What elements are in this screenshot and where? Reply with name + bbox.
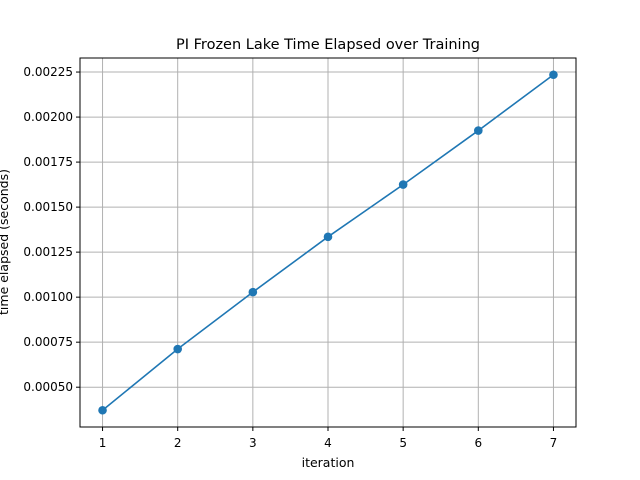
data-point — [173, 344, 182, 354]
data-point — [98, 405, 107, 415]
y-axis-label: time elapsed (seconds) — [0, 169, 11, 315]
data-point — [549, 70, 558, 80]
x-tick-label: 6 — [474, 436, 482, 450]
y-tick-label: 0.00050 — [23, 380, 73, 394]
x-tick-label: 5 — [399, 436, 407, 450]
y-tick-label: 0.00225 — [23, 65, 73, 79]
y-tick-label: 0.00125 — [23, 245, 73, 259]
x-tick-label: 3 — [249, 436, 257, 450]
x-axis-label: iteration — [302, 455, 355, 470]
y-tick-label: 0.00100 — [23, 290, 73, 304]
y-tick-label: 0.00200 — [23, 110, 73, 124]
x-tick-label: 7 — [550, 436, 558, 450]
data-point — [248, 287, 258, 297]
data-point — [323, 232, 333, 242]
x-tick-label: 4 — [324, 436, 332, 450]
chart-title: PI Frozen Lake Time Elapsed over Trainin… — [176, 37, 480, 53]
grid — [80, 58, 576, 427]
x-tick-label: 1 — [99, 436, 107, 450]
axis-ticks: 1 2 3 4 5 6 7 0.00050 0.00075 0.00100 0.00125 0.001… — [23, 65, 557, 450]
x-tick-label: 2 — [174, 436, 182, 450]
y-tick-label: 0.00075 — [23, 335, 73, 349]
y-tick-label: 0.00150 — [23, 200, 73, 214]
series-layer — [98, 70, 558, 415]
y-tick-label: 0.00175 — [23, 155, 73, 169]
data-point — [474, 126, 483, 135]
data-point — [398, 180, 408, 189]
